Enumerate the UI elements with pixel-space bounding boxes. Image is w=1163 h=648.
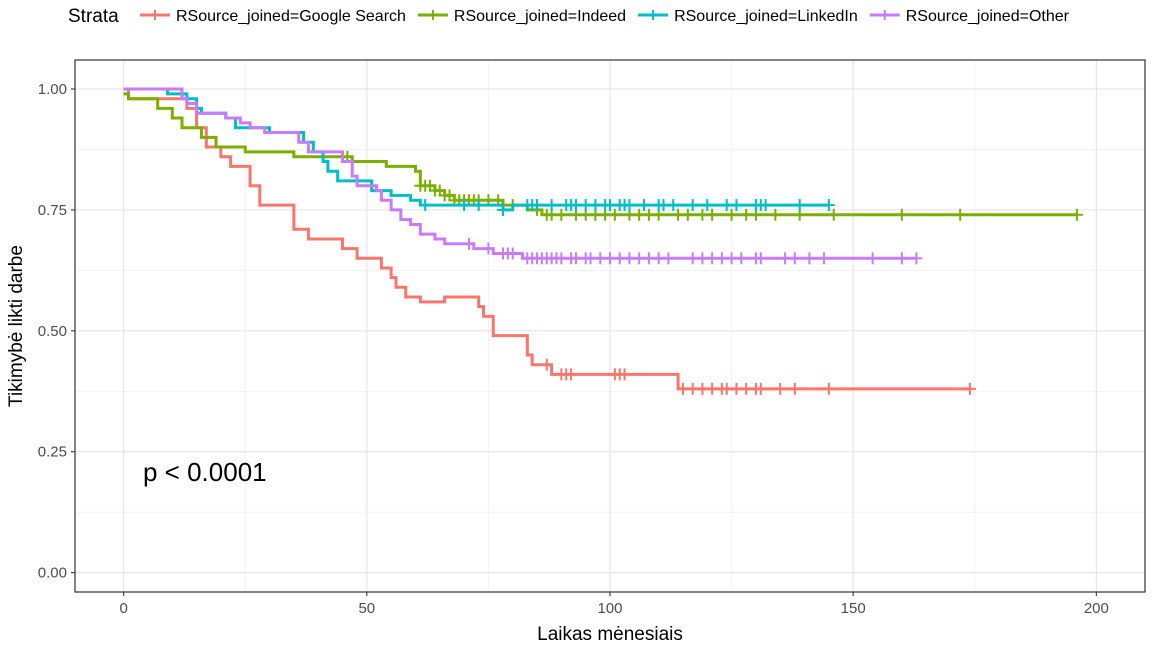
- series-group: [123, 87, 923, 265]
- censor-mark: [462, 237, 475, 250]
- censor-mark: [1070, 208, 1083, 221]
- legend-label: RSource_joined=Other: [906, 8, 1070, 25]
- y-axis: 0.00 0.25 0.50 0.75 1.00: [38, 81, 75, 582]
- x-tick-label: 150: [841, 600, 866, 617]
- censor-mark: [895, 208, 908, 221]
- censor-mark: [497, 203, 509, 216]
- x-tick-label: 200: [1084, 600, 1109, 617]
- censor-mark: [818, 252, 830, 265]
- censor-mark: [531, 199, 544, 212]
- censor-mark: [754, 382, 767, 395]
- gridlines: [75, 60, 1145, 592]
- censor-mark: [701, 199, 714, 212]
- censor-mark: [472, 199, 485, 212]
- censor-mark: [754, 252, 767, 265]
- legend-item: RSource_joined=Indeed: [417, 8, 626, 25]
- x-axis: 0 50 100 150 200: [119, 592, 1109, 617]
- x-tick-label: 100: [597, 600, 622, 617]
- censor-mark: [618, 368, 631, 381]
- censor-mark: [419, 199, 432, 212]
- legend-label: RSource_joined=LinkedIn: [674, 8, 858, 25]
- censor-mark: [774, 382, 787, 395]
- censor-mark: [803, 252, 816, 265]
- x-axis-title: Laikas mėnesiais: [537, 624, 683, 645]
- censor-mark: [788, 252, 801, 265]
- censor-mark: [686, 199, 699, 212]
- censor-mark: [545, 199, 558, 212]
- legend-item: RSource_joined=Google Search: [140, 8, 406, 25]
- censor-mark: [730, 199, 743, 212]
- censor-mark: [827, 208, 840, 221]
- legend-label: RSource_joined=Google Search: [176, 8, 406, 25]
- x-tick-label: 50: [358, 600, 375, 617]
- censor-mark: [482, 242, 495, 255]
- series-group: [123, 92, 1083, 221]
- series-line: [123, 87, 917, 260]
- censor-mark: [458, 199, 471, 212]
- legend-item: RSource_joined=Other: [869, 8, 1070, 25]
- censor-mark: [638, 199, 651, 212]
- series-layer: [123, 87, 1083, 395]
- y-tick-label: 0.25: [38, 444, 67, 461]
- legend-item: RSource_joined=LinkedIn: [638, 8, 858, 25]
- censor-mark: [910, 252, 923, 265]
- p-value-annotation: p < 0.0001: [143, 457, 267, 487]
- x-tick-label: 0: [119, 600, 127, 617]
- censor-mark: [895, 252, 908, 265]
- censor-mark: [565, 368, 578, 381]
- legend: Strata RSource_joined=Google Search RSour…: [68, 6, 1070, 27]
- censor-mark: [822, 199, 835, 212]
- censor-mark: [963, 382, 976, 395]
- censor-mark: [608, 208, 621, 221]
- y-tick-label: 0.50: [38, 323, 67, 340]
- censor-mark: [735, 252, 748, 265]
- series-group: [123, 87, 835, 216]
- censor-mark: [681, 208, 694, 221]
- legend-items: RSource_joined=Google Search RSource_join…: [140, 8, 1070, 25]
- censor-mark: [706, 208, 719, 221]
- censor-mark: [540, 358, 553, 371]
- censor-mark: [506, 247, 519, 260]
- censor-mark: [822, 382, 835, 395]
- censor-mark: [769, 208, 782, 221]
- censor-mark: [866, 252, 879, 265]
- y-tick-label: 1.00: [38, 81, 67, 98]
- censor-mark: [954, 208, 967, 221]
- legend-label: RSource_joined=Indeed: [454, 8, 626, 25]
- censor-mark: [667, 199, 680, 212]
- censor-mark: [555, 208, 568, 221]
- censor-mark: [662, 252, 675, 265]
- y-tick-label: 0.00: [38, 565, 67, 582]
- y-axis-title: Tikimybė likti darbe: [6, 245, 27, 407]
- censor-mark: [759, 199, 772, 212]
- plot-panel: [74, 59, 1146, 593]
- censor-mark: [788, 382, 801, 395]
- legend-title: Strata: [68, 6, 119, 27]
- censor-mark: [623, 199, 636, 212]
- y-tick-label: 0.75: [38, 202, 67, 219]
- censor-mark: [793, 199, 806, 212]
- censor-mark: [725, 208, 738, 221]
